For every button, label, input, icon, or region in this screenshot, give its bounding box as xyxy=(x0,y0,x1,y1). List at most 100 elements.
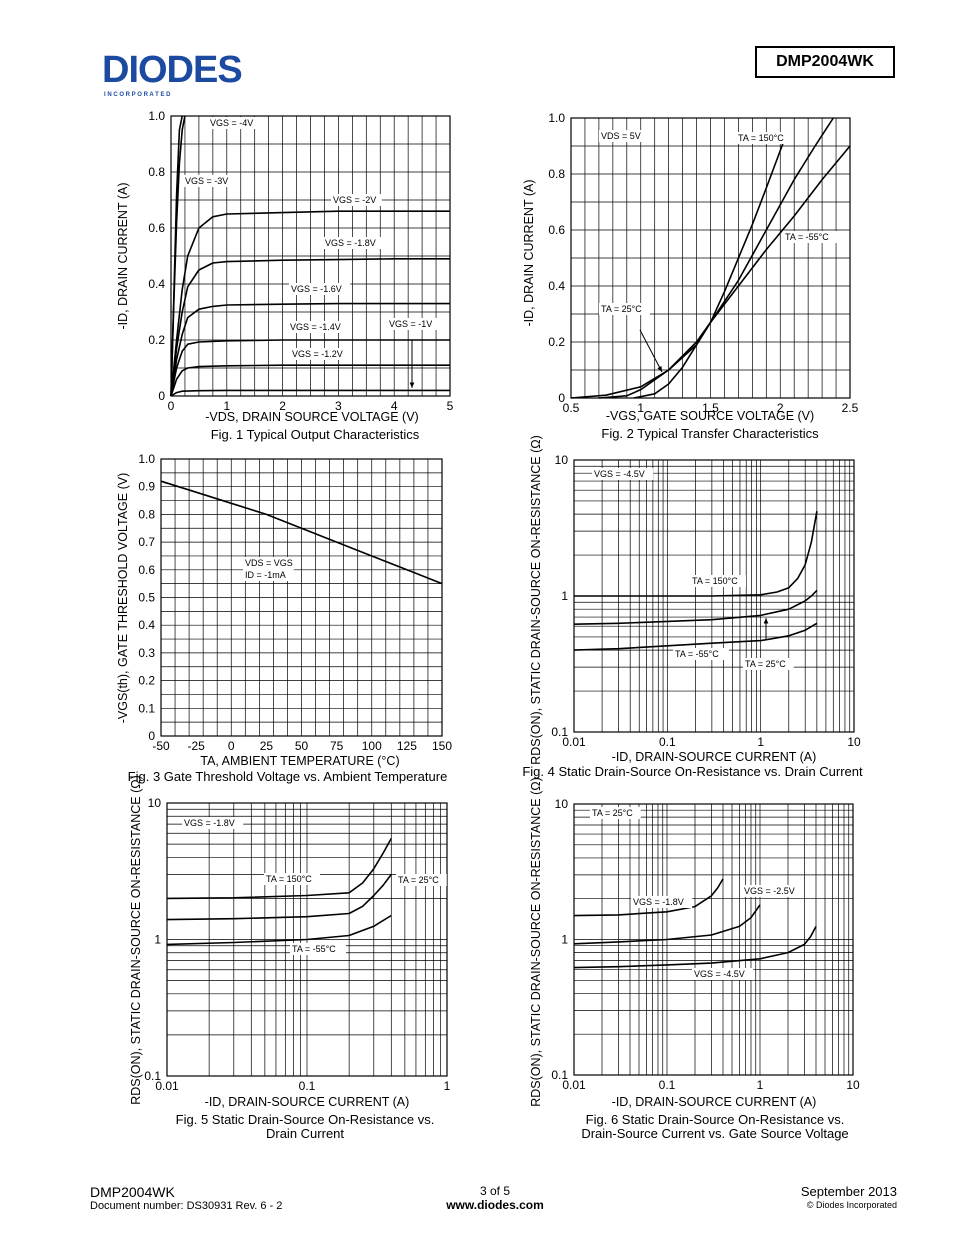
logo-subtext: I N C O R P O R A T E D xyxy=(104,92,171,98)
fig2-ytick-label: 0.8 xyxy=(548,167,565,181)
fig5-annotation: TA = 25°C xyxy=(398,875,439,885)
fig4-xtick-label: 1 xyxy=(757,735,764,749)
fig5-series-2 xyxy=(166,914,392,946)
fig1-annotation-bg xyxy=(183,175,234,187)
fig5-annotation: TA = 150°C xyxy=(266,874,312,884)
fig1-annotation-bg xyxy=(290,348,352,360)
fig2-caption: Fig. 2 Typical Transfer Characteristics xyxy=(601,426,819,441)
fig6-ytick-label: 0.1 xyxy=(551,1068,568,1082)
fig1-ytick-label: 1.0 xyxy=(148,109,165,123)
fig1-series-5 xyxy=(170,339,450,397)
fig5-annotation-bg xyxy=(182,817,244,829)
fig2-ylabel: -ID, DRAIN CURRENT (A) xyxy=(522,180,536,327)
fig3-ytick-label: 0.1 xyxy=(138,701,155,715)
fig1-ytick-label: 0.6 xyxy=(148,221,165,235)
fig4-annotation-bg xyxy=(673,648,729,660)
fig1-annotation-bg xyxy=(331,194,382,206)
annotation-arrowhead xyxy=(409,382,415,388)
fig1-series-3 xyxy=(170,257,450,397)
fig2-xtick-label: 1 xyxy=(637,401,644,415)
fig1-annotation: VGS = -1.8V xyxy=(325,238,376,248)
fig3-frame xyxy=(160,458,443,737)
fig3-xtick-label: 25 xyxy=(260,739,274,753)
fig2-annotation-bg xyxy=(783,231,839,243)
fig4-series-0 xyxy=(574,511,818,597)
fig1-annotation-bg xyxy=(323,237,385,249)
fig3-xtick-label: 125 xyxy=(397,739,417,753)
fig3-xtick-label: 50 xyxy=(295,739,309,753)
fig4-annotation-bg xyxy=(690,575,746,587)
fig5-xlabel: -ID, DRAIN-SOURCE CURRENT (A) xyxy=(205,1095,410,1109)
footer-url[interactable]: www.diodes.com xyxy=(446,1198,544,1212)
fig1-xtick-label: 3 xyxy=(335,399,342,413)
fig4-annotation-bg xyxy=(592,468,654,480)
fig2-annotation: TA = 150°C xyxy=(738,133,784,143)
fig2-annotation: TA = 25°C xyxy=(601,304,642,314)
fig1-xtick-label: 5 xyxy=(447,399,454,413)
fig3-annotation-bg xyxy=(243,569,294,581)
fig1-xtick-label: 0 xyxy=(168,399,175,413)
fig6-series-0 xyxy=(573,878,724,917)
fig5-series-1 xyxy=(166,873,392,921)
fig5-annotation: VGS = -1.8V xyxy=(184,818,235,828)
fig1-annotation: VGS = -1V xyxy=(389,319,432,329)
fig2-series-2 xyxy=(633,145,851,399)
fig5-xtick-label: 1 xyxy=(444,1079,451,1093)
fig6-xlabel: -ID, DRAIN-SOURCE CURRENT (A) xyxy=(612,1095,817,1109)
footer-part: DMP2004WK xyxy=(90,1184,175,1200)
fig3-xtick-label: 75 xyxy=(330,739,344,753)
fig2-xtick-label: 2 xyxy=(777,401,784,415)
fig2-chart: 0.5 1 1.5 2 2.5 0 0.2 0.4 0.6 0.8 1.0 -VGS, GATE SO… xyxy=(522,111,859,423)
fig3-series-0 xyxy=(160,480,443,585)
fig4-xtick-label: 10 xyxy=(847,735,861,749)
fig1-xtick-label: 1 xyxy=(223,399,230,413)
fig1-annotation: VGS = -1.2V xyxy=(292,349,343,359)
fig3-xtick-label: 100 xyxy=(362,739,382,753)
fig3-xtick-label: -50 xyxy=(152,739,170,753)
footer-doc: Document number: DS30931 Rev. 6 - 2 xyxy=(90,1200,283,1212)
fig5-xtick-label: 0.1 xyxy=(299,1079,316,1093)
fig6-xtick-label: 10 xyxy=(846,1078,860,1092)
fig1-caption: Fig. 1 Typical Output Characteristics xyxy=(210,427,420,442)
fig6-annotation-bg xyxy=(742,885,804,897)
fig3-annotation: VDS = VGS xyxy=(245,558,293,568)
fig2-ytick-label: 0.2 xyxy=(548,335,565,349)
fig1-annotation-bg xyxy=(208,117,259,129)
fig6-annotation-bg xyxy=(590,807,641,819)
fig1-annotation: VGS = -3V xyxy=(185,176,228,186)
fig6-annotation: VGS = -2.5V xyxy=(744,886,795,896)
fig1-annotation: VGS = -1.4V xyxy=(290,322,341,332)
fig3-caption: Fig. 3 Gate Threshold Voltage vs. Ambien… xyxy=(127,769,448,784)
fig1-series-2 xyxy=(170,210,450,397)
fig3-xtick-label: -25 xyxy=(187,739,205,753)
fig1-ytick-label: 0.8 xyxy=(148,165,165,179)
fig2-ytick-label: 1.0 xyxy=(548,111,565,125)
fig6-xtick-label: 0.01 xyxy=(562,1078,586,1092)
fig1-chart: 0 1 2 3 4 5 0 0.2 0.4 0.6 0.8 1.0 -VDS, DRAIN SOURCE… xyxy=(116,109,454,424)
fig1-annotation-bg xyxy=(288,321,350,333)
fig4-annotation: TA = -55°C xyxy=(675,649,719,659)
fig3-ytick-label: 0 xyxy=(148,729,155,743)
fig1-annotation-bg xyxy=(387,318,438,330)
fig6-ytick-label: 1 xyxy=(561,933,568,947)
fig2-annotation-bg xyxy=(599,130,645,142)
fig5-ylabel: RDS(ON), STATIC DRAIN-SOURCE ON-RESISTAN… xyxy=(129,775,143,1105)
annotation-arrowhead xyxy=(763,618,769,624)
fig5-ytick-label: 10 xyxy=(148,796,162,810)
fig3-ylabel: -VGS(th), GATE THRESHOLD VOLTAGE (V) xyxy=(116,473,130,724)
diodes-logo: DIODES I N C O R P O R A T E D xyxy=(102,50,243,98)
fig2-xtick-label: 1.5 xyxy=(702,401,719,415)
fig6-series-1 xyxy=(573,904,761,945)
fig6-ylabel: RDS(ON), STATIC DRAIN-SOURCE ON-RESISTAN… xyxy=(529,777,543,1107)
fig3-ytick-label: 0.5 xyxy=(138,591,155,605)
fig2-ytick-label: 0.6 xyxy=(548,223,565,237)
fig5-ytick-label: 0.1 xyxy=(144,1069,161,1083)
fig5-annotation: TA = -55°C xyxy=(292,944,336,954)
fig5-ytick-label: 1 xyxy=(154,933,161,947)
fig1-ytick-label: 0 xyxy=(158,389,165,403)
fig6-annotation-bg xyxy=(631,896,693,908)
fig6-xtick-label: 1 xyxy=(757,1078,764,1092)
